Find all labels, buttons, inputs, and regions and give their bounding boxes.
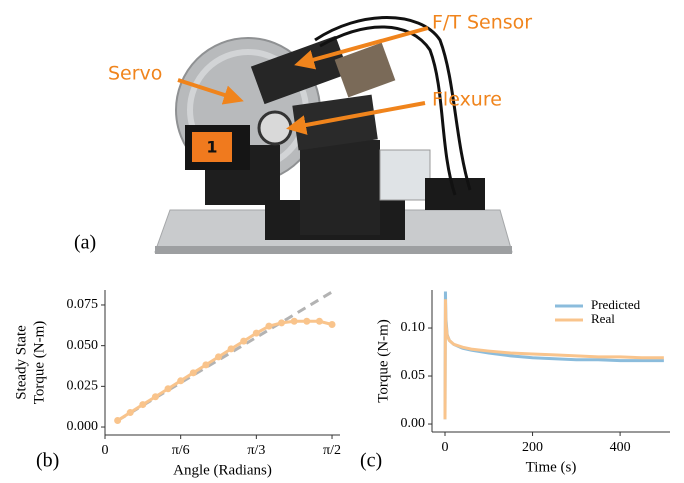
y-axis-label: Torque (N-m)	[31, 321, 47, 405]
point	[190, 369, 197, 376]
point	[139, 401, 146, 408]
point	[202, 361, 209, 368]
annotation: Servo	[108, 63, 162, 85]
figure: 1 F/T Sensor Servo Flexure (a) 0.0000.02…	[0, 0, 684, 483]
y-tick-label: 0.075	[67, 297, 99, 312]
y-tick-label: 0.05	[401, 368, 426, 383]
point	[228, 345, 235, 352]
y-tick-label: 0.025	[67, 379, 99, 394]
y-tick-label: 0.000	[67, 419, 99, 434]
block	[300, 140, 380, 235]
figure-canvas: 1 F/T Sensor Servo Flexure (a) 0.0000.02…	[0, 0, 684, 483]
x-tick-label: π/3	[247, 443, 265, 458]
point	[240, 338, 247, 345]
x-tick-label: 0	[442, 440, 449, 455]
x-axis-label: Time (s)	[526, 459, 577, 475]
point	[278, 319, 285, 326]
x-axis-label: Angle (Radians)	[173, 462, 272, 478]
point	[114, 417, 121, 424]
x-tick-label: 400	[610, 440, 631, 455]
point	[265, 323, 272, 330]
panel-label: (a)	[74, 232, 96, 254]
point	[127, 409, 134, 416]
point	[177, 377, 184, 384]
legend-label: Real	[591, 311, 615, 326]
flexure-hub	[259, 112, 291, 144]
point	[329, 321, 336, 328]
x-tick-label: 200	[522, 440, 543, 455]
annotation: F/T Sensor	[432, 12, 532, 34]
series-line	[118, 321, 332, 420]
point	[165, 385, 172, 392]
panel-label: (b)	[36, 450, 59, 472]
y-tick-label: 0.050	[67, 338, 99, 353]
base-edge	[155, 246, 512, 254]
electronics	[380, 150, 430, 200]
legend-label: Predicted	[591, 297, 641, 312]
point	[253, 330, 260, 337]
annotation: Flexure	[432, 89, 502, 111]
x-tick-label: π/6	[172, 443, 190, 458]
badge-text: 1	[206, 138, 217, 157]
point	[152, 393, 159, 400]
y-tick-label: 0.00	[401, 416, 426, 431]
point	[316, 318, 323, 325]
x-tick-label: π/2	[323, 443, 341, 458]
y-tick-label: 0.10	[401, 320, 426, 335]
point	[303, 318, 310, 325]
y-axis-label: Steady State	[13, 325, 29, 400]
panel-label: (c)	[360, 450, 382, 472]
y-axis-label: Torque (N-m)	[375, 319, 391, 403]
x-tick-label: 0	[102, 443, 109, 458]
point	[291, 318, 298, 325]
point	[215, 353, 222, 360]
